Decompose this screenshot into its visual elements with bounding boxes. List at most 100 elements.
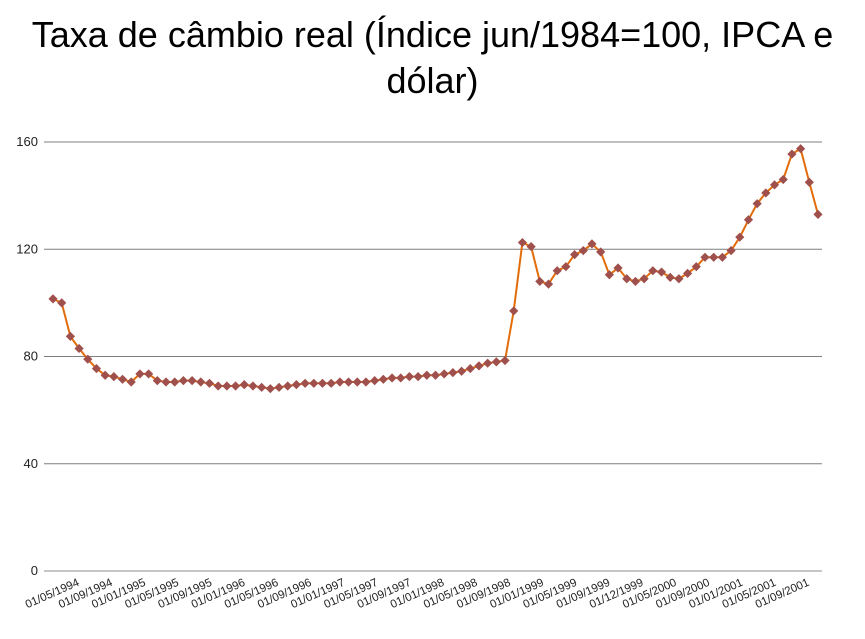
data-point <box>326 378 336 388</box>
data-point <box>100 370 110 380</box>
data-point <box>378 374 388 384</box>
series-line <box>52 147 819 390</box>
y-tick-label: 40 <box>24 456 38 471</box>
data-point <box>335 377 345 387</box>
data-point <box>683 268 693 278</box>
data-point <box>317 378 328 388</box>
data-point <box>422 370 432 380</box>
data-point <box>257 382 267 392</box>
data-point <box>622 274 632 284</box>
data-point <box>526 241 536 252</box>
y-tick-label: 0 <box>31 563 38 578</box>
data-point <box>430 370 441 380</box>
data-point <box>448 367 458 378</box>
data-point <box>370 376 380 386</box>
data-point <box>587 239 597 249</box>
data-point <box>630 276 641 287</box>
data-point <box>543 279 554 289</box>
data-point <box>474 361 484 371</box>
data-point <box>109 372 119 382</box>
y-tick-label: 80 <box>24 349 38 364</box>
data-point <box>561 262 571 272</box>
data-point <box>152 376 162 386</box>
y-tick-label: 120 <box>16 241 38 256</box>
data-point <box>456 366 467 376</box>
data-point <box>735 232 745 242</box>
data-point <box>274 382 284 392</box>
data-point <box>665 272 675 283</box>
data-point <box>135 369 145 379</box>
data-point <box>700 252 710 262</box>
data-point <box>491 357 501 367</box>
data-point <box>769 180 780 190</box>
data-point <box>48 294 58 304</box>
data-point <box>674 274 684 284</box>
data-point <box>170 377 180 387</box>
data-point <box>796 144 806 154</box>
data-point <box>709 252 719 262</box>
data-point <box>283 381 293 391</box>
data-point <box>343 377 354 387</box>
data-point <box>248 381 258 391</box>
data-point <box>187 376 197 386</box>
data-point <box>500 355 510 366</box>
data-point <box>396 373 406 383</box>
data-point <box>126 377 136 387</box>
data-point <box>387 373 397 383</box>
data-point <box>804 177 814 187</box>
data-point <box>517 237 528 248</box>
data-point <box>778 174 788 185</box>
data-point <box>74 343 84 354</box>
data-point <box>91 363 102 374</box>
data-point <box>691 262 701 272</box>
gridlines <box>44 141 822 572</box>
data-point <box>300 378 310 388</box>
data-point <box>65 331 75 341</box>
data-point <box>743 215 754 225</box>
data-point <box>613 263 623 273</box>
data-point <box>213 381 223 391</box>
data-point <box>604 270 614 280</box>
data-point <box>309 378 319 388</box>
data-point <box>648 266 658 276</box>
data-point <box>404 372 415 382</box>
data-point <box>639 274 649 284</box>
data-point <box>57 298 67 308</box>
data-point <box>813 209 823 219</box>
data-point <box>569 250 580 260</box>
data-point <box>222 381 232 391</box>
data-point <box>717 252 727 262</box>
data-points <box>48 144 823 394</box>
y-tick-label: 160 <box>16 134 38 149</box>
data-point <box>196 377 206 387</box>
data-point <box>596 247 606 257</box>
data-point <box>761 188 771 198</box>
data-point <box>265 384 275 394</box>
data-point <box>352 377 362 387</box>
data-point <box>204 378 215 388</box>
y-tick-labels: 0 40 80 120 160 <box>16 134 38 578</box>
data-point <box>787 149 797 159</box>
data-point <box>361 377 371 387</box>
data-point <box>144 369 154 379</box>
data-point <box>535 276 545 287</box>
data-point <box>230 381 241 391</box>
data-point <box>83 354 93 364</box>
data-point <box>483 358 493 368</box>
data-point <box>413 372 423 382</box>
data-point <box>161 377 171 387</box>
data-point <box>239 380 249 390</box>
data-point <box>439 369 449 379</box>
data-point <box>552 266 562 276</box>
data-point <box>578 245 588 256</box>
data-point <box>178 376 188 386</box>
data-point <box>656 267 667 277</box>
data-point <box>465 363 475 374</box>
data-point <box>726 245 736 256</box>
data-point <box>291 380 302 390</box>
chart-title: Taxa de câmbio real (Índice jun/1984=100… <box>31 14 834 101</box>
data-point <box>752 199 762 209</box>
x-tick-labels: 01/05/199401/09/199401/01/199501/05/1995… <box>24 577 811 612</box>
data-point <box>509 306 519 316</box>
